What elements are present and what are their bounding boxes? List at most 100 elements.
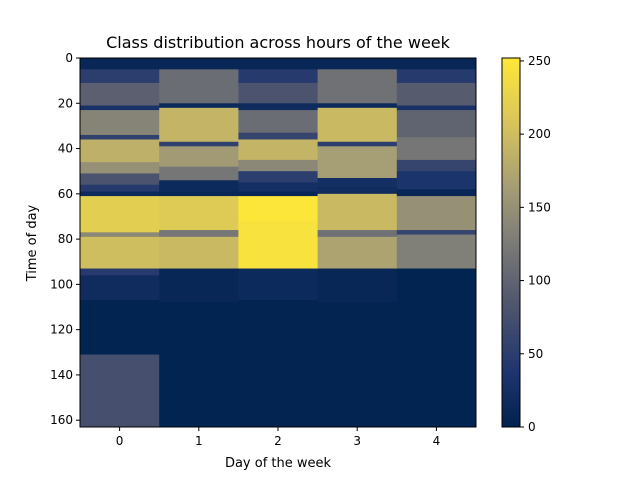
y-tick-label: 140 [50,368,73,382]
heatmap-cell [238,69,319,84]
heatmap-cell [238,300,319,428]
y-tick-label: 120 [50,323,73,337]
heatmap-cell [238,82,319,104]
colorbar-tick-label: 250 [528,54,551,68]
heatmap-cell [159,191,239,197]
colorbar-tick-label: 100 [528,274,551,288]
heatmap-cell [317,230,398,238]
heatmap-cell [396,105,477,111]
y-tick-label: 160 [50,413,73,427]
heatmap-cell [80,191,160,197]
x-tick-label: 4 [433,434,441,448]
heatmap-cell [80,173,160,186]
heatmap-cell [159,107,239,143]
colorbar-tick-label: 200 [528,127,551,141]
heatmap-cell [80,268,160,276]
chart-title: Class distribution across hours of the w… [106,33,451,52]
heatmap-cell [159,146,239,168]
heatmap-cell [238,171,319,184]
colorbar [501,57,521,428]
x-tick-label: 0 [116,434,124,448]
heatmap-cell [159,230,239,238]
x-axis-label: Day of the week [225,456,332,471]
heatmap-cell [238,103,319,111]
heatmap-cell [238,159,319,172]
y-tick-label: 40 [58,142,73,156]
heatmap-cell [317,177,398,188]
heatmap-cell [317,107,398,143]
heatmap-cell [159,180,239,193]
colorbar-ticks: 0 50 100 150 200 250 [520,54,551,434]
heatmap-cell [396,159,477,172]
heatmap-cell [159,103,239,109]
heatmap-cell [396,137,477,161]
heatmap-cell [317,236,398,270]
y-tick-label: 0 [65,51,73,65]
heatmap-cell [396,234,477,270]
heatmap-cell [396,82,477,107]
y-tick-label: 100 [50,277,73,291]
heatmap-cell [80,105,160,111]
heatmap-cell [80,196,160,233]
heatmap-cell [396,268,477,428]
heatmap-cell [317,268,398,303]
heatmap-cell [238,220,319,270]
heatmap-cell [238,58,319,70]
heatmap-cell [317,58,398,70]
heatmap-cell [80,300,160,356]
heatmap-cell [80,69,160,84]
heatmap-cell [80,275,160,301]
heatmap-cells [80,58,477,428]
heatmap-cell [396,171,477,190]
heatmap-cell [238,110,319,134]
x-tick-label: 3 [353,434,361,448]
colorbar-tick-label: 150 [528,200,551,214]
heatmap-cell [80,184,160,193]
heatmap-cell [80,236,160,270]
heatmap-cell [396,230,477,236]
colorbar-tick-label: 50 [528,347,543,361]
heatmap-cell [80,58,160,70]
colorbar-tick-label: 0 [528,420,536,434]
heatmap-cell [238,268,319,301]
heatmap-cell [159,302,239,428]
heatmap-cell [317,103,398,109]
heatmap-cell [159,236,239,270]
heatmap-cell [159,268,239,303]
y-axis-ticks: 0 20 40 60 80 100 120 140 160 [50,51,80,427]
heatmap-cell [159,58,239,70]
x-tick-label: 2 [274,434,282,448]
heatmap-cell [159,196,239,231]
y-axis-label: Time of day [25,204,40,282]
heatmap-cell [238,132,319,140]
heatmap-cell [80,134,160,140]
heatmap-cell [238,191,319,197]
heatmap-cell [159,69,239,104]
heatmap-cell [238,196,319,222]
y-tick-label: 20 [58,96,73,110]
heatmap-cell [317,69,398,104]
heatmap-cell [396,110,477,138]
x-tick-label: 1 [195,434,203,448]
x-axis-ticks: 0 1 2 3 4 [116,427,440,448]
heatmap-cell [80,139,160,163]
heatmap-cell [238,139,319,161]
heatmap-cell [80,232,160,238]
heatmap-cell [396,58,477,70]
heatmap-cell [317,141,398,147]
heatmap-cell [317,146,398,179]
heatmap-cell [396,196,477,231]
heatmap-cell [80,354,160,428]
heatmap-cell [238,182,319,193]
heatmap-cell [80,162,160,174]
heatmap-cell [396,189,477,197]
heatmap-cell [159,141,239,147]
heatmap-cell [317,193,398,231]
heatmap-cell [159,166,239,181]
heatmap-cell [317,302,398,428]
heatmap-cell [80,82,160,107]
y-tick-label: 80 [58,232,73,246]
heatmap-cell [396,69,477,84]
y-tick-label: 60 [58,187,73,201]
